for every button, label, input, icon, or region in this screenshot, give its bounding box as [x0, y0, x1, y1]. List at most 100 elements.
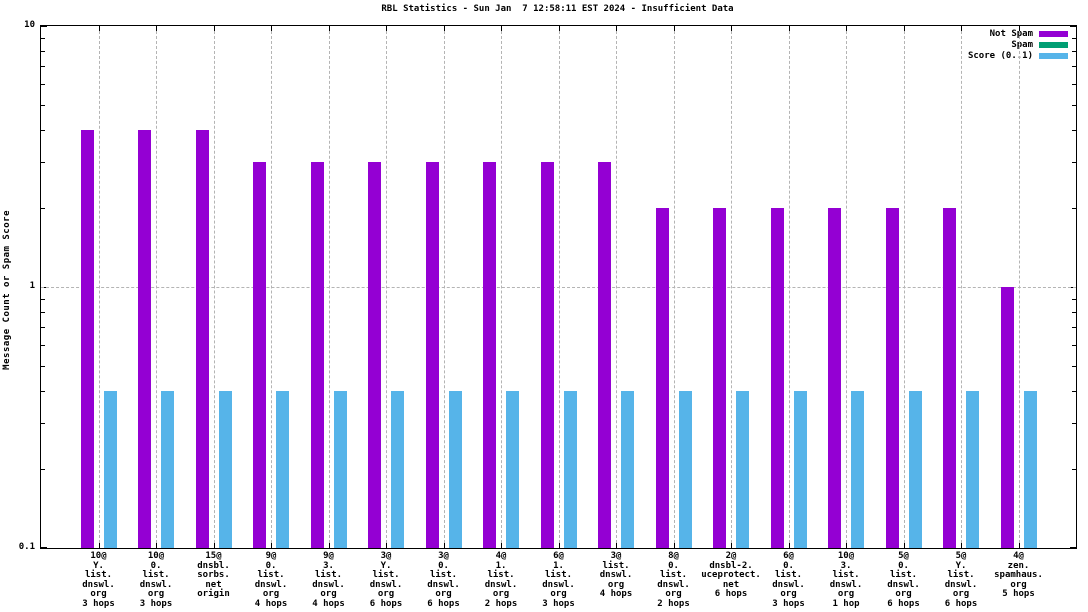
x-tick-label-line: 3@ — [610, 551, 622, 561]
x-tick-bottom — [903, 543, 905, 548]
bar-not_spam — [828, 208, 841, 548]
x-tick-top — [673, 26, 675, 31]
plot-area: Not Spam Spam Score (0..1) 10@ Y. list. dns… — [40, 25, 1077, 608]
y-minor-tick-left — [41, 129, 45, 131]
x-tick-label-line: Y. — [380, 560, 392, 571]
legend-item-spam: Spam — [968, 39, 1068, 50]
bar-score — [736, 390, 749, 548]
x-tick-label-line: 9@ — [323, 551, 334, 561]
x-tick-label-line: 0. — [265, 560, 277, 571]
x-tick-label-line: dnswl. — [139, 579, 173, 590]
y-minor-tick-left — [41, 327, 45, 329]
legend-swatch-score — [1039, 52, 1068, 59]
x-tick-label: 3@ 0. list. dnswl. org 6 hops — [399, 551, 489, 609]
x-tick-label-line: 8@ — [668, 551, 679, 561]
x-tick-label-line: dnswl. — [944, 579, 978, 590]
x-tick-label-line: 3 hops — [82, 598, 115, 609]
y-major-tick-left — [41, 547, 47, 548]
chart-title: RBL Statistics - Sun Jan 7 12:58:11 EST … — [381, 4, 734, 14]
x-tick-label-line: list. — [84, 570, 113, 580]
x-tick-top — [961, 26, 962, 31]
x-gridline — [788, 26, 790, 548]
y-minor-tick-left — [41, 423, 45, 425]
x-tick-label: 4@ zen. spamhaus. org 5 hops — [974, 551, 1064, 600]
x-tick-label-line: list. — [487, 570, 515, 580]
x-tick-label: 4@ 1. list. dnswl. org 2 hops — [456, 551, 546, 609]
x-tick-label-line: dnswl. — [427, 579, 460, 590]
bar-not_spam — [310, 162, 324, 548]
bar-score — [333, 390, 347, 548]
x-tick-label-line: 10@ — [837, 551, 855, 561]
x-gridline — [271, 26, 272, 548]
x-tick-label-line: 6 hops — [887, 598, 920, 609]
x-tick-label-line: org — [837, 589, 855, 599]
bar-not_spam — [598, 162, 611, 548]
x-tick-label-line: 6 hops — [427, 598, 460, 609]
x-tick-label: 9@ 0. list. dnswl. org 4 hops — [226, 551, 316, 609]
x-tick-top — [616, 26, 617, 31]
x-tick-label-line: org — [90, 589, 107, 599]
x-tick-label-line: org — [262, 589, 280, 599]
y-minor-tick-right — [1072, 390, 1076, 392]
x-tick-label-line: 10@ — [90, 551, 107, 561]
legend-label-not-spam: Not Spam — [989, 28, 1033, 39]
x-tick-label: 3@ Y. list. dnswl. org 6 hops — [341, 551, 431, 609]
x-gridline — [961, 26, 962, 548]
x-tick-label-line: org — [320, 589, 337, 599]
x-tick-label-line: org — [952, 589, 970, 599]
y-minor-tick-left — [41, 104, 45, 106]
y-minor-tick-right — [1072, 298, 1076, 300]
x-tick-label-line: org — [1010, 579, 1027, 590]
x-tick-label: 2@ dnsbl-2. uceprotect. net 6 hops — [686, 551, 776, 600]
x-tick-top — [558, 26, 560, 31]
x-tick-label-line: 15@ — [205, 551, 222, 561]
bar-not_spam — [1000, 287, 1014, 548]
x-tick-bottom — [558, 543, 560, 548]
y-minor-tick-right — [1072, 37, 1076, 39]
x-tick-label-line: dnsbl. — [197, 560, 230, 571]
legend-label-spam: Spam — [1011, 39, 1033, 50]
bar-score — [218, 390, 232, 548]
x-gridline — [443, 26, 445, 548]
x-tick-label-line: spamhaus. — [994, 570, 1043, 580]
x-gridline — [558, 26, 560, 548]
y-minor-tick-right — [1072, 423, 1076, 425]
bar-not_spam — [770, 208, 784, 548]
x-tick-bottom — [156, 543, 157, 548]
x-tick-top — [386, 26, 387, 31]
x-gridline — [501, 26, 502, 548]
x-tick-label-line: org — [780, 589, 797, 599]
x-tick-label-line: list. — [372, 570, 400, 580]
y-minor-tick-left — [41, 51, 45, 53]
y-minor-tick-left — [41, 66, 45, 68]
bar-score — [1023, 390, 1037, 548]
bar-score — [161, 390, 174, 548]
bar-not_spam — [655, 208, 669, 548]
x-tick-top — [846, 26, 847, 31]
x-tick-label-line: org — [607, 579, 625, 590]
x-tick-label: 15@ dnsbl. sorbs. net origin — [169, 551, 259, 600]
y-minor-tick-left — [41, 312, 45, 314]
x-tick-label: 3@ list. dnswl. org 4 hops — [571, 551, 661, 600]
x-tick-label-line: 3 hops — [542, 598, 575, 609]
x-tick-top — [731, 26, 732, 31]
y-minor-tick-right — [1072, 51, 1076, 53]
y-minor-tick-right — [1072, 66, 1076, 68]
x-tick-label-line: 2 hops — [657, 598, 690, 609]
bar-not_spam — [885, 208, 899, 548]
y-minor-tick-right — [1072, 344, 1076, 346]
x-tick-label-line: dnswl. — [829, 579, 863, 590]
x-tick-bottom — [673, 543, 675, 548]
x-tick-label-line: dnswl. — [542, 579, 575, 590]
x-tick-label: 10@ 0. list. dnswl. org 3 hops — [111, 551, 201, 609]
y-minor-tick-left — [41, 37, 45, 39]
x-tick-label-line: 6@ — [783, 551, 794, 561]
bar-score — [276, 390, 289, 548]
x-gridline — [731, 26, 732, 548]
x-tick-label-line: list. — [659, 570, 688, 580]
x-tick-label-line: list. — [429, 570, 458, 580]
x-gridline — [846, 26, 847, 548]
y-minor-tick-right — [1072, 83, 1076, 85]
x-tick-label-line: net — [722, 579, 740, 590]
